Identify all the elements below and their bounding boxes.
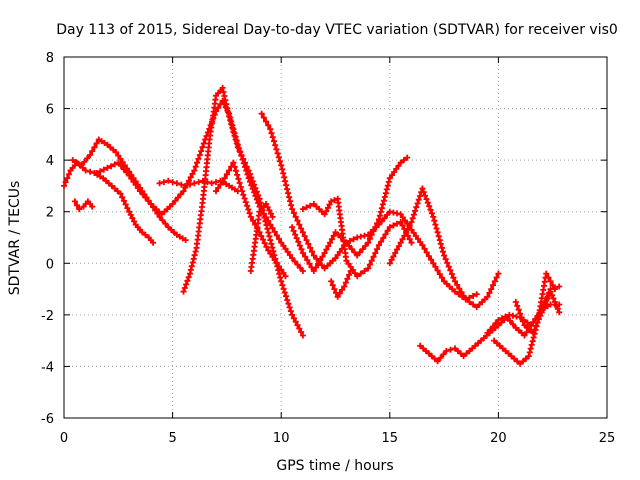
plot-frame <box>63 56 608 419</box>
series-markers-s13 <box>386 185 502 311</box>
x-tick-label-5: 25 <box>599 431 616 446</box>
x-tick-label-2: 10 <box>273 431 290 446</box>
y-tick-label-3: 0 <box>46 257 54 272</box>
series-s13 <box>386 185 502 311</box>
y-tick-label-2: -2 <box>41 309 54 324</box>
series-markers-s8 <box>247 201 276 274</box>
series-line-s9 <box>261 113 478 301</box>
series-markers-s9 <box>258 110 480 303</box>
x-tick-label-4: 20 <box>490 431 507 446</box>
y-tick-label-6: 6 <box>46 103 54 118</box>
series-markers-s7 <box>213 159 289 280</box>
series-s3 <box>71 198 96 213</box>
series-markers-s12 <box>328 268 354 300</box>
chart-title: Day 113 of 2015, Sidereal Day-to-day VTE… <box>56 22 618 38</box>
series-s9 <box>258 110 480 303</box>
y-tick-label-5: 4 <box>46 154 54 169</box>
series-s8 <box>247 201 276 274</box>
y-axis-label: SDTVAR / TECUs <box>7 181 23 296</box>
series-markers-s6 <box>180 84 306 339</box>
series-s5 <box>156 177 241 195</box>
series-s6 <box>180 84 306 339</box>
series-s2 <box>69 136 189 244</box>
series-markers-s2 <box>69 136 189 244</box>
x-tick-label-3: 15 <box>382 431 399 446</box>
y-tick-label-4: 2 <box>46 206 54 221</box>
data-series <box>61 84 563 367</box>
series-s12 <box>328 268 354 300</box>
series-markers-s5 <box>156 177 241 195</box>
x-tick-label-0: 0 <box>60 431 68 446</box>
series-s7 <box>213 159 289 280</box>
x-axis-label: GPS time / hours <box>276 458 393 474</box>
series-s16 <box>491 270 558 367</box>
y-tick-label-7: 8 <box>46 51 54 66</box>
series-markers-s17 <box>512 283 563 336</box>
y-tick-label-1: -4 <box>41 360 54 375</box>
series-markers-s3 <box>71 198 96 213</box>
x-tick-label-1: 5 <box>168 431 176 446</box>
series-s11 <box>299 195 415 280</box>
axis-ticks: 0 5 10 15 20 25 -6 -4 -2 0 2 4 6 8 <box>41 51 615 446</box>
y-tick-label-0: -6 <box>41 412 54 427</box>
series-markers-s11 <box>299 195 415 280</box>
series-s17 <box>512 283 563 336</box>
